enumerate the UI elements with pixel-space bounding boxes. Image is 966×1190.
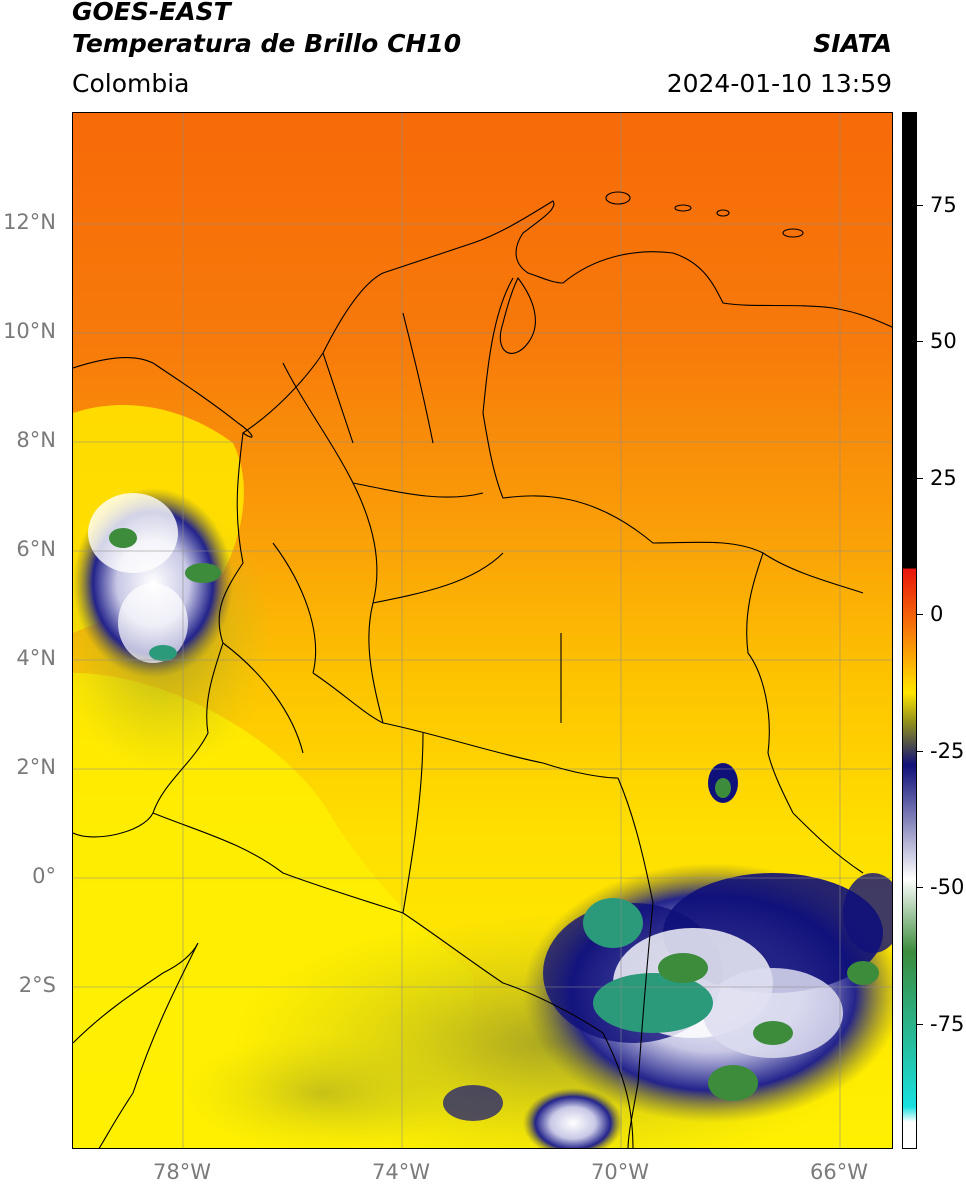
title-line1: GOES-EAST	[72, 0, 231, 26]
lon-label-74w: 74°W	[372, 1160, 430, 1184]
lon-label-66w: 66°W	[810, 1160, 868, 1184]
satellite-map[interactable]	[72, 112, 893, 1149]
colorbar-label-25: 25	[930, 466, 957, 490]
cloud-cluster-west	[73, 488, 233, 678]
borders	[73, 191, 892, 1148]
lat-label-12n: 12°N	[3, 210, 56, 234]
agency-label: SIATA	[813, 29, 892, 58]
lat-label-2s: 2°S	[18, 973, 56, 997]
region-label: Colombia	[72, 69, 190, 98]
lat-label-8n: 8°N	[16, 428, 56, 452]
lat-label-10n: 10°N	[3, 319, 56, 343]
lon-label-78w: 78°W	[153, 1160, 211, 1184]
title-line2: Temperatura de Brillo CH10	[72, 29, 462, 58]
graticule	[73, 113, 892, 1148]
colorbar-label-minus25: -25	[930, 739, 965, 763]
lat-label-6n: 6°N	[16, 537, 56, 561]
map-canvas	[73, 113, 892, 1148]
colorbar-label-minus75: -75	[930, 1012, 965, 1036]
lat-label-4n: 4°N	[16, 646, 56, 670]
colorbar-label-minus50: -50	[930, 875, 965, 899]
colorbar-label-75: 75	[930, 193, 957, 217]
colorbar-label-0: 0	[930, 602, 944, 626]
cloud-cluster-southeast	[443, 763, 892, 1148]
lon-label-70w: 70°W	[591, 1160, 649, 1184]
lat-label-0: 0°	[32, 864, 56, 888]
colorbar-label-50: 50	[930, 329, 957, 353]
colorbar	[902, 112, 917, 1149]
timestamp-label: 2024-01-10 13:59	[666, 69, 892, 98]
lat-label-2n: 2°N	[16, 755, 56, 779]
